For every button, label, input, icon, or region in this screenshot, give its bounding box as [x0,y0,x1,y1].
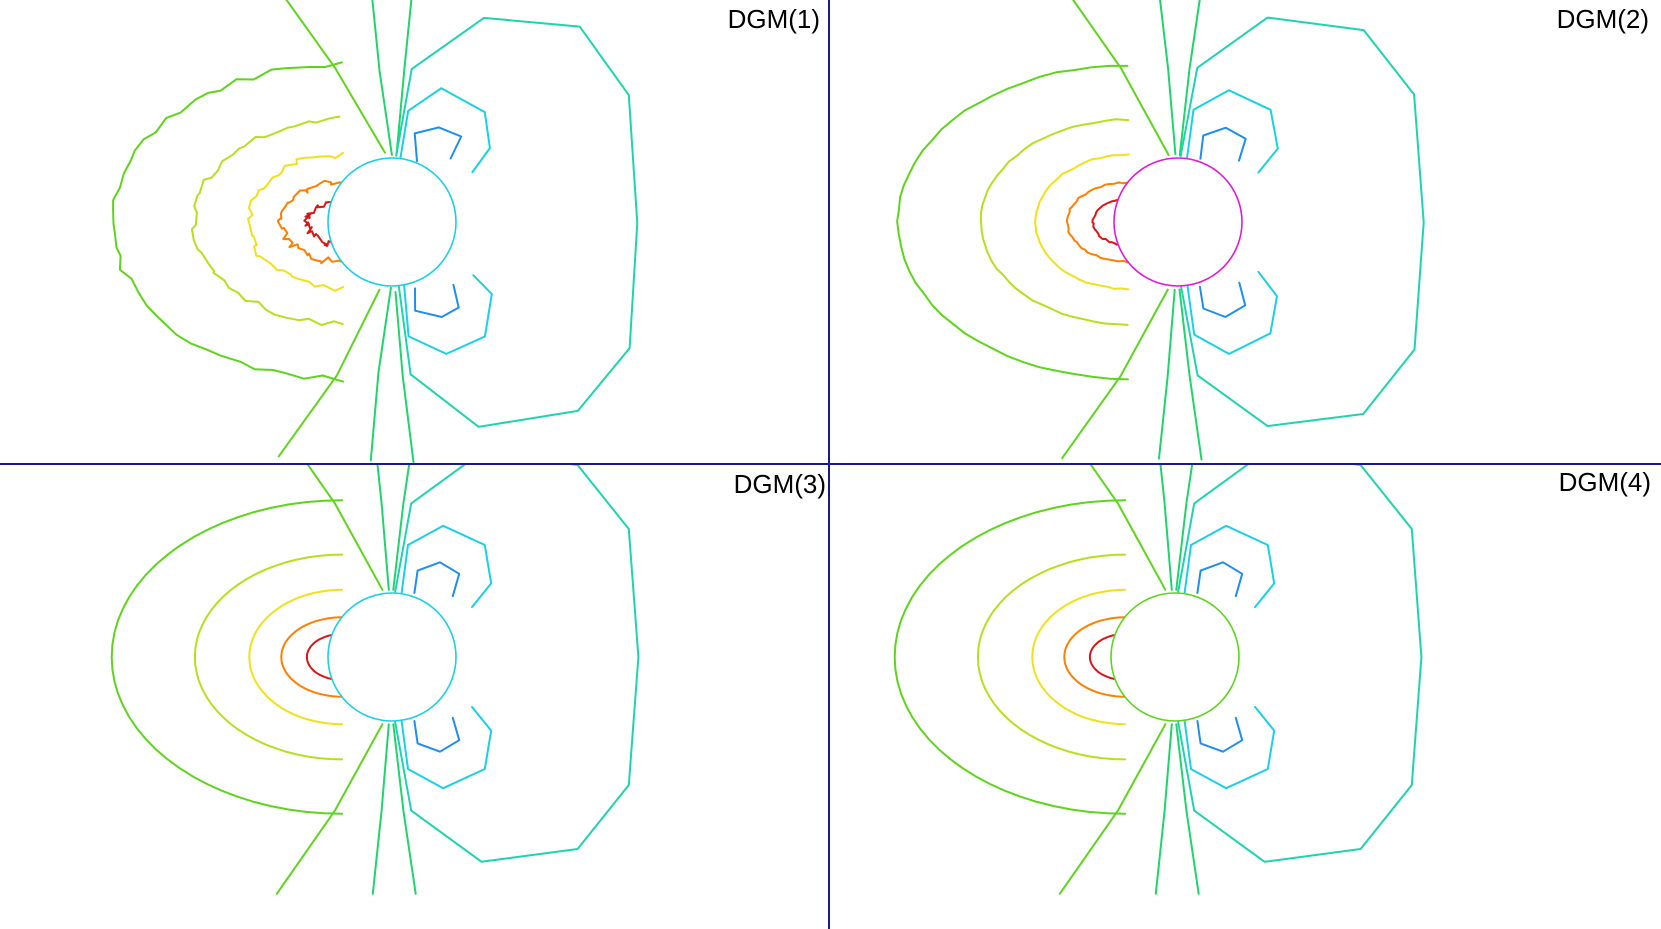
contour-line-stagnation [112,61,345,383]
panel-label: DGM(2) [1556,4,1649,34]
contour-line-lobe-inner [1196,561,1244,598]
contour-line-stagnation [305,633,344,681]
contour-line-upper [1159,0,1177,156]
contour-line-stagnation [1091,197,1130,247]
contour-line-stagnation [280,616,344,698]
contour-line-lobe [1186,89,1279,174]
contour-line-stagnation [1063,616,1127,698]
contour-line-stagnation [190,115,344,326]
contour-line-lower [1061,288,1169,460]
contour-line-upper [395,0,413,155]
contour-line-lobe-inner [413,126,463,162]
contour-line-lower [1158,288,1176,460]
contour-plot-dgm2 [896,0,1425,461]
contour-line-upper [285,0,386,154]
contour-line-upper [1175,465,1194,591]
contour-line-lower [275,723,384,895]
contour-line-stagnation [1088,633,1127,681]
vertical-divider [828,0,830,929]
contour-line-lower [394,291,415,463]
contour-line-lobe [1183,705,1276,790]
contour-line-wake [395,16,639,428]
contour-line-lower [277,288,381,458]
contour-line-stagnation [193,553,344,761]
contour-line-stagnation [979,118,1130,326]
contour-line-lobe [1186,270,1278,355]
contour-line-stagnation [1034,153,1130,291]
contour-line-lower [1154,723,1173,895]
contour-line-stagnation [303,194,344,247]
panel-dgm4: DGM(4) [830,465,1661,929]
contour-line-wake [394,465,640,863]
contour-line-stagnation [110,499,344,815]
contour-line-stagnation [248,588,344,726]
contour-line-stagnation [276,179,347,265]
contour-line-lobe-inner [414,283,460,318]
contour-line-upper [1159,465,1173,591]
contour-line-lobe [1183,524,1276,609]
panel-label: DGM(1) [727,4,820,34]
contour-line-stagnation [896,64,1129,381]
contour-line-stagnation [247,151,345,292]
cylinder-body [1110,592,1240,722]
contour-line-upper [1071,0,1170,156]
contour-line-lobe-inner [413,561,461,598]
panel-dgm1: DGM(1) [0,0,828,463]
panel-label: DGM(4) [1558,467,1651,497]
cylinder-body [327,157,457,287]
contour-line-upper [392,465,411,591]
contour-plot-dgm3 [110,465,640,895]
contour-line-stagnation [976,553,1127,761]
contour-line-lobe [400,524,493,609]
contour-line-stagnation [893,499,1127,815]
contour-line-lower [1178,288,1203,461]
contour-line-lower [1175,723,1200,895]
panel-label: DGM(3) [733,469,826,499]
contour-line-upper [1089,465,1167,591]
contour-line-lobe-inner [1199,126,1247,162]
contour-line-lower [371,723,390,895]
contour-plot-dgm1 [112,0,639,463]
contour-line-lower [392,723,417,895]
contour-line-lobe [403,274,493,355]
contour-line-wake [1177,465,1423,863]
contour-line-lobe-inner [1196,716,1244,753]
cylinder-body [1113,157,1243,287]
contour-line-upper [371,0,393,156]
contour-plot-dgm4 [893,465,1423,895]
contour-line-lower [369,286,392,462]
contour-line-stagnation [1031,588,1127,726]
cylinder-body [327,592,457,722]
contour-line-lower [1058,723,1167,895]
contour-line-lobe-inner [1198,281,1247,318]
contour-line-lobe-inner [413,716,461,753]
contour-line-upper [306,465,384,591]
horizontal-divider [0,463,1661,465]
contour-line-lobe [399,87,491,174]
contour-line-stagnation [1065,181,1129,264]
contour-line-wake [1179,16,1425,428]
panel-dgm2: DGM(2) [830,0,1661,463]
contour-line-upper [1178,0,1201,157]
contour-line-upper [376,465,390,591]
contour-line-lobe [400,705,493,790]
panel-dgm3: DGM(3) [0,465,828,929]
